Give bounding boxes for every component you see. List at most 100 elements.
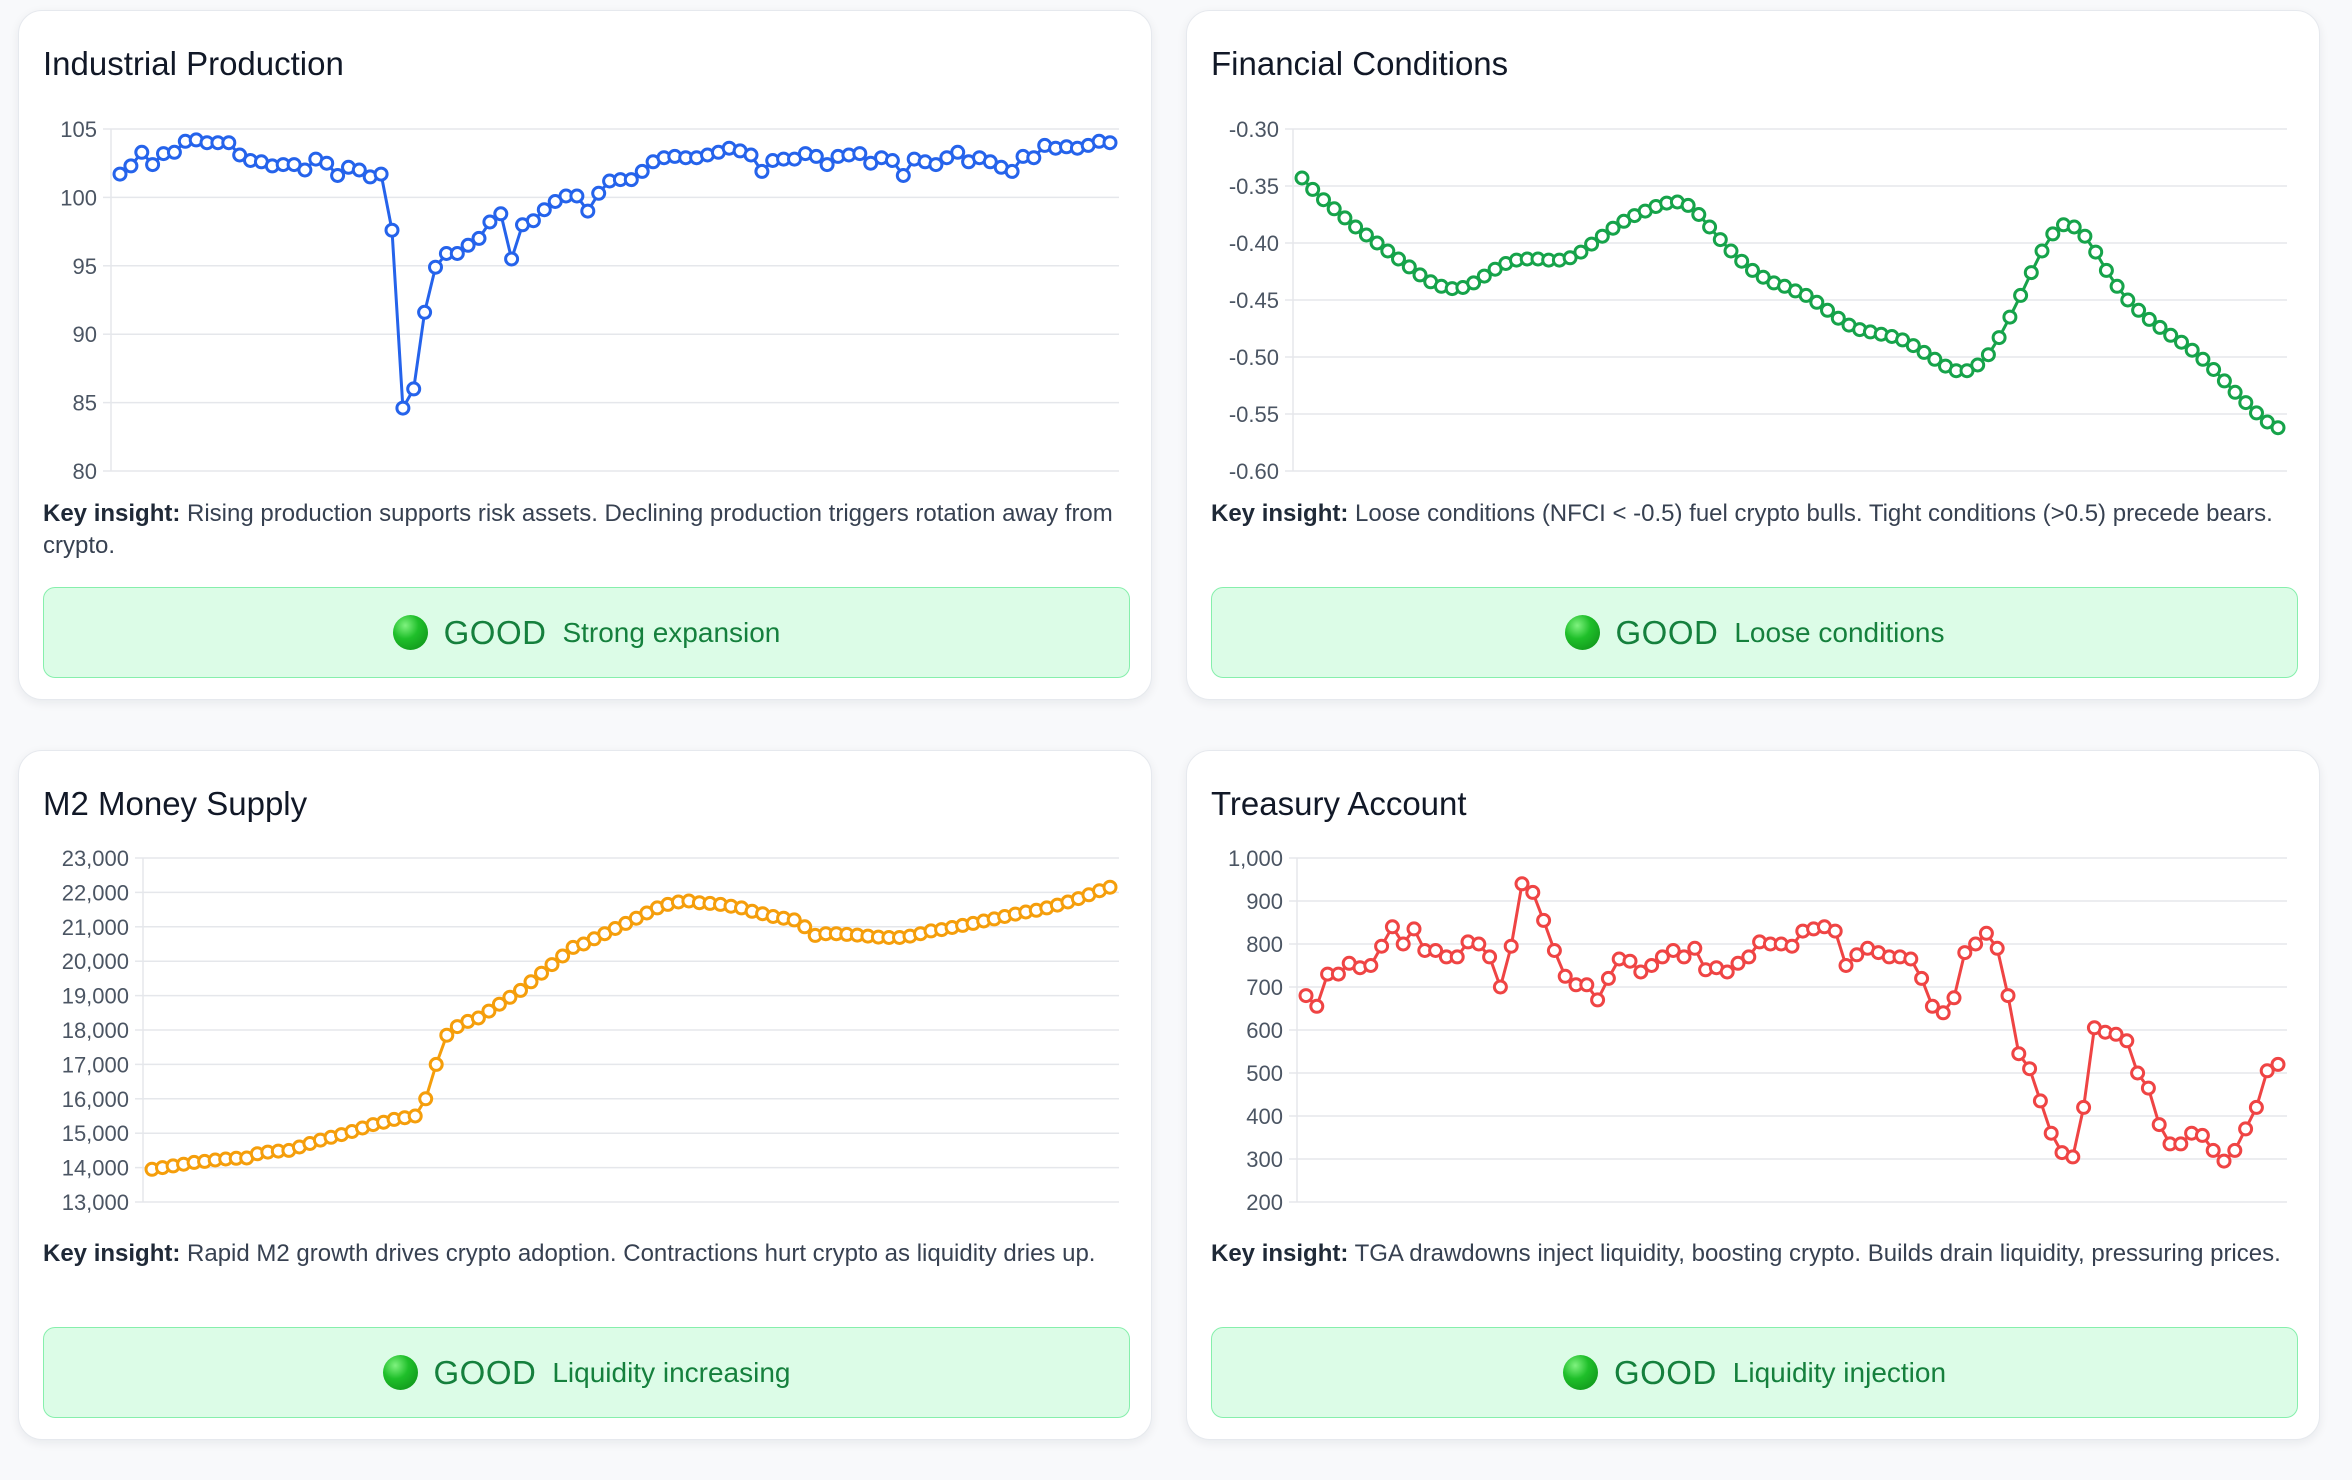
data-point: [2088, 244, 2104, 260]
data-point: [2184, 342, 2200, 358]
data-point: [2140, 1080, 2156, 1096]
data-point: [1924, 998, 1940, 1014]
data-point: [1401, 259, 1417, 275]
data-point: [1579, 977, 1595, 993]
data-point: [428, 1056, 444, 1072]
data-point: [1594, 228, 1610, 244]
data-point: [2270, 1056, 2286, 1072]
data-point: [2108, 1026, 2124, 1042]
data-point: [2174, 334, 2189, 350]
data-point: [1927, 351, 1943, 367]
y-tick-label: -0.55: [1229, 402, 1279, 427]
data-point: [2013, 287, 2029, 303]
y-tick-label: 300: [1246, 1147, 1283, 1172]
data-point: [884, 153, 900, 168]
data-point: [2077, 228, 2093, 244]
data-point: [1369, 235, 1385, 251]
data-point: [2076, 1099, 2092, 1115]
y-tick-label: -0.30: [1229, 117, 1279, 142]
data-point: [895, 168, 911, 183]
data-point: [1466, 275, 1482, 291]
data-point: [555, 948, 571, 964]
insight-text: TGA drawdowns inject liquidity, boosting…: [1354, 1240, 2281, 1267]
data-point: [1305, 181, 1321, 197]
data-point: [1102, 879, 1118, 895]
data-point: [1830, 310, 1846, 326]
data-point: [2227, 1142, 2243, 1158]
y-tick-label: 22,000: [62, 880, 129, 905]
insight-text: Rising production supports risk assets. …: [43, 500, 1113, 559]
y-tick-label: 700: [1246, 975, 1283, 1000]
data-point: [536, 202, 552, 218]
data-point: [1644, 958, 1660, 973]
insight-text: Rapid M2 growth drives crypto adoption. …: [187, 1240, 1096, 1267]
data-point: [428, 259, 443, 275]
y-tick-label: 21,000: [62, 915, 129, 940]
data-point: [351, 162, 367, 178]
data-point: [471, 230, 487, 246]
status-level: GOOD: [1613, 1353, 1717, 1391]
data-point: [1691, 207, 1707, 222]
data-point: [743, 147, 759, 163]
data-point: [1348, 219, 1364, 235]
data-point: [1004, 163, 1020, 179]
data-point: [1294, 170, 1310, 186]
data-point: [1380, 243, 1396, 259]
data-point: [166, 144, 182, 160]
data-point: [2259, 1063, 2275, 1079]
status-badge: GOOD Strong expansion: [43, 587, 1130, 678]
y-tick-label: 900: [1246, 889, 1283, 914]
data-point: [1734, 253, 1750, 269]
chart-card-industrial-production: Industrial Production 80 85 90 95 100 105 Key…: [18, 10, 1152, 700]
data-point: [2270, 420, 2286, 436]
data-point: [1622, 953, 1638, 969]
y-tick-label: 100: [60, 185, 97, 210]
data-point: [1946, 990, 1962, 1006]
data-point: [1102, 135, 1118, 151]
y-tick-label: 20,000: [62, 949, 129, 974]
data-point: [1557, 968, 1573, 984]
data-point: [221, 135, 237, 151]
status-level: GOOD: [443, 613, 547, 651]
line-chart-treasury-account: 200 300 400 500 600 700 800 900 1,000: [1228, 846, 2287, 1215]
y-tick-label: 16,000: [62, 1087, 129, 1112]
y-tick-label: 95: [73, 254, 97, 279]
data-point: [2216, 1153, 2232, 1169]
data-point: [395, 400, 411, 416]
data-point: [1605, 220, 1621, 236]
data-point: [1412, 267, 1428, 283]
y-tick-label: 200: [1246, 1190, 1283, 1215]
data-point: [1676, 949, 1692, 965]
data-point: [1905, 338, 1921, 354]
status-text: Liquidity increasing: [552, 1356, 791, 1388]
data-point: [2066, 219, 2082, 235]
data-point: [534, 965, 549, 981]
y-tick-label: 90: [73, 322, 97, 347]
data-point: [1741, 949, 1757, 965]
insight-label: Key insight:: [43, 500, 181, 527]
data-point: [2120, 292, 2136, 308]
data-point: [1849, 947, 1865, 963]
status-badge: GOOD Liquidity increasing: [43, 1327, 1130, 1418]
data-point: [1838, 958, 1854, 973]
data-point: [2043, 1125, 2059, 1141]
data-point: [2173, 1136, 2189, 1152]
data-point: [470, 1010, 486, 1026]
data-point: [2131, 302, 2147, 318]
y-tick-label: 400: [1246, 1104, 1283, 1129]
key-insight: Key insight: Rising production supports …: [43, 498, 1133, 562]
data-point: [1395, 936, 1411, 952]
data-point: [2034, 243, 2050, 259]
data-point: [569, 188, 585, 204]
data-point: [460, 237, 476, 253]
data-point: [1809, 294, 1825, 310]
data-point: [1719, 964, 1735, 980]
data-point: [2152, 319, 2168, 335]
data-point: [407, 1108, 423, 1124]
data-point: [1358, 227, 1374, 243]
key-insight: Key insight: Rapid M2 growth drives cryp…: [43, 1238, 1133, 1270]
data-point: [591, 185, 607, 201]
data-point: [1326, 201, 1342, 217]
data-point: [786, 912, 802, 928]
y-tick-label: 17,000: [62, 1052, 129, 1077]
